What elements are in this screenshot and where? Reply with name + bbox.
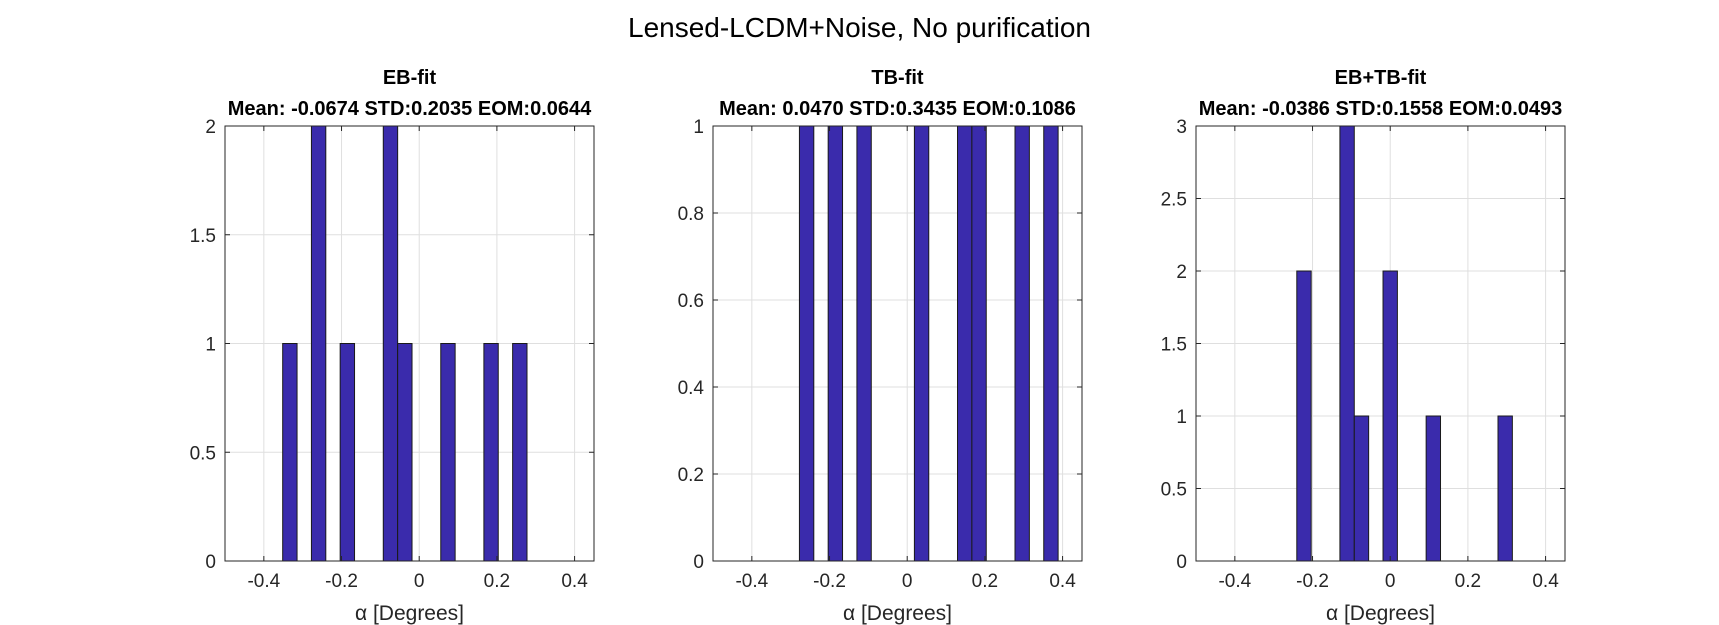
histogram-bar [1425,415,1442,562]
histogram-bar [1353,415,1370,562]
x-tick-label: 0 [902,571,913,592]
x-tick-label: 0.2 [484,571,510,592]
x-tick-label: -0.2 [1296,571,1329,592]
y-tick-label: 1 [693,117,704,138]
x-tick-label: 0 [414,571,425,592]
x-tick-label: -0.2 [325,571,358,592]
y-tick-label: 2.5 [1161,190,1187,211]
histogram-bar [913,125,930,562]
panel-subtitle: Mean: 0.0470 STD:0.3435 EOM:0.1086 [719,98,1076,120]
histogram-bar [1382,270,1398,562]
y-tick-label: 0.5 [190,443,216,464]
y-tick-label: 1 [1176,407,1187,428]
x-axis-label: α [Degrees] [355,602,464,625]
histogram-bar [1339,125,1355,562]
panel-subtitle: Mean: -0.0674 STD:0.2035 EOM:0.0644 [228,98,592,120]
x-tick-label: -0.2 [813,571,846,592]
y-tick-label: 0 [693,552,704,573]
x-tick-label: 0.2 [972,571,998,592]
histogram-bar [856,125,872,562]
y-tick-label: 0.6 [678,291,704,312]
panel-title: EB-fit [383,67,437,89]
histogram-bar [382,125,399,562]
histogram-bar [339,343,356,562]
y-tick-label: 0.2 [678,465,704,486]
axes-frame [712,125,1083,562]
histogram-bar [827,125,844,562]
y-tick-label: 2 [205,117,216,138]
y-tick-label: 0.5 [1161,480,1187,501]
histogram-bar [798,125,815,562]
x-tick-label: -0.4 [735,571,768,592]
panel-subtitle: Mean: -0.0386 STD:0.1558 EOM:0.0493 [1199,98,1563,120]
x-tick-label: -0.4 [1218,571,1251,592]
y-tick-label: 0.4 [678,378,705,399]
x-tick-label: 0.2 [1455,571,1481,592]
histogram-bar [310,125,327,562]
y-tick-label: 3 [1176,117,1187,138]
x-tick-label: -0.4 [247,571,280,592]
y-tick-label: 1.5 [190,226,216,247]
panel-title: EB+TB-fit [1335,67,1427,89]
histogram-bar [1014,125,1030,562]
y-tick-label: 1.5 [1161,335,1187,356]
histogram-bar [282,343,298,562]
x-tick-label: 0 [1385,571,1396,592]
histogram-bar [1043,125,1059,562]
y-tick-label: 1 [205,335,216,356]
histogram-panel-1: -0.4 -0.2 0 0.2 0.4 0 0.5 1 1.5 2 EB-fit Mean: -0.0… [190,67,595,625]
histogram-bar [971,125,987,562]
histogram-panel-3: -0.4 -0.2 0 0.2 0.4 0 0.5 1 1.5 2 2.5 3 EB+TB-fit Mea… [1161,67,1566,625]
histogram-bar [1497,415,1513,562]
histogram-bar [1296,270,1312,562]
figure-title: Lensed-LCDM+Noise, No purification [628,12,1091,43]
histogram-bar [512,343,528,562]
panel-title: TB-fit [871,67,924,89]
y-tick-label: 0 [1176,552,1187,573]
histogram-bar [397,343,413,562]
x-tick-label: 0.4 [1532,571,1559,592]
y-tick-label: 0 [205,552,216,573]
x-axis-label: α [Degrees] [843,602,952,625]
y-tick-label: 0.8 [678,204,704,225]
histogram-bar [957,125,973,562]
x-tick-label: 0.4 [561,571,588,592]
histogram-panel-2: -0.4 -0.2 0 0.2 0.4 0 0.2 0.4 0.6 0.8 1 TB-fit Mean:… [678,67,1083,625]
histogram-bar [483,343,499,562]
x-axis-label: α [Degrees] [1326,602,1435,625]
x-tick-label: 0.4 [1049,571,1076,592]
y-tick-label: 2 [1176,262,1187,283]
histogram-bar [440,343,456,562]
